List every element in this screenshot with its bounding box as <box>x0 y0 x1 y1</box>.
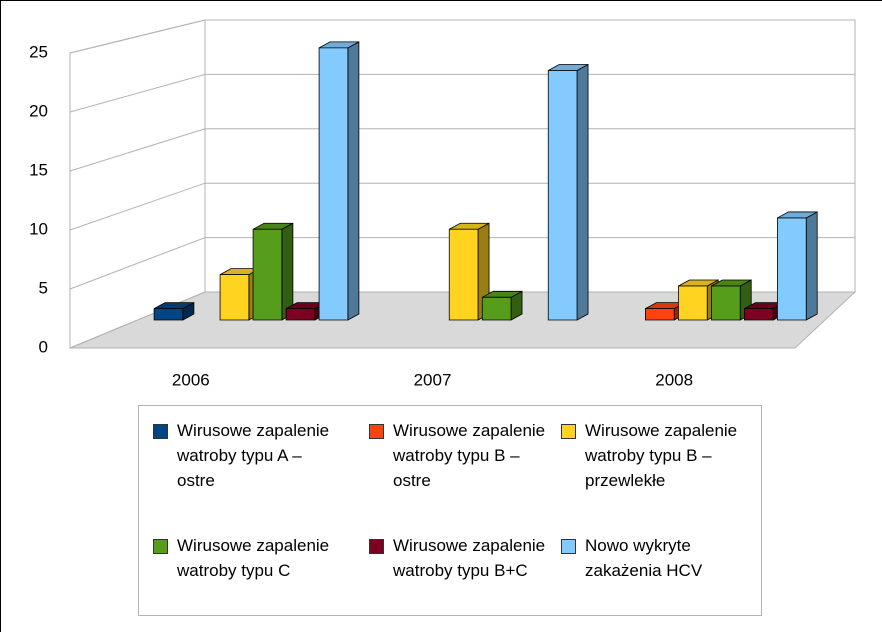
y-tick-label: 0 <box>39 337 48 356</box>
legend-swatch <box>369 539 384 554</box>
x-tick-label: 2007 <box>414 370 452 389</box>
legend-swatch <box>561 539 576 554</box>
legend-swatch <box>369 424 384 439</box>
x-tick-label: 2006 <box>172 370 210 389</box>
bar <box>252 222 294 321</box>
bar-front <box>481 296 512 321</box>
legend-label: Nowo wykryte zakażenia HCV <box>585 536 703 580</box>
legend-label: Wirusowe zapalenie watroby typu B – ostr… <box>393 421 546 490</box>
grid-line <box>69 291 855 349</box>
x-tick-label: 2008 <box>655 370 693 389</box>
bar-front <box>285 308 316 321</box>
legend-swatch <box>561 424 576 439</box>
bar-front <box>711 285 741 321</box>
back-wall <box>204 19 856 293</box>
bar <box>777 211 818 321</box>
legend-item: Wirusowe zapalenie watroby typu B – prze… <box>561 418 741 493</box>
legend-swatch <box>153 424 168 439</box>
legend-label: Wirusowe zapalenie watroby typu C <box>177 536 330 580</box>
bar-front <box>777 217 807 321</box>
bar <box>481 290 523 321</box>
legend-item: Wirusowe zapalenie watroby typu A – ostr… <box>153 418 333 493</box>
bar-front <box>645 308 675 321</box>
bar-front <box>252 228 283 321</box>
legend-item: Wirusowe zapalenie watroby typu B – ostr… <box>369 418 549 493</box>
bar <box>711 279 752 321</box>
legend-label: Wirusowe zapalenie watroby typu A – ostr… <box>177 421 330 490</box>
grid-line <box>69 182 855 231</box>
y-tick-label: 10 <box>29 219 48 238</box>
bar-side <box>805 211 818 321</box>
legend-label: Wirusowe zapalenie watroby typu B+C <box>393 536 546 580</box>
bar <box>547 63 589 321</box>
grid-line <box>69 237 855 290</box>
left-wall <box>69 19 206 349</box>
y-tick-label: 5 <box>39 278 48 297</box>
legend-item: Nowo wykryte zakażenia HCV <box>561 533 741 583</box>
grid-line <box>69 73 855 113</box>
legend-swatch <box>153 539 168 554</box>
legend: Wirusowe zapalenie watroby typu A – ostr… <box>138 405 762 616</box>
legend-label: Wirusowe zapalenie watroby typu B – prze… <box>585 421 738 490</box>
bar-front <box>153 308 184 321</box>
bar <box>318 41 360 321</box>
bar-front <box>547 70 578 321</box>
y-tick-label: 25 <box>29 42 48 61</box>
bar-side <box>576 63 589 321</box>
y-tick-label: 20 <box>29 101 48 120</box>
legend-item: Wirusowe zapalenie watroby typu C <box>153 533 333 583</box>
bar-front <box>219 274 250 321</box>
bar-front <box>448 228 479 321</box>
bar-front <box>678 285 708 321</box>
grid-line <box>69 128 855 172</box>
bar-side <box>347 41 360 321</box>
bar-front <box>744 308 774 321</box>
bar <box>645 301 686 321</box>
y-tick-label: 15 <box>29 160 48 179</box>
bar-front <box>318 47 349 321</box>
bar <box>153 301 195 321</box>
legend-item: Wirusowe zapalenie watroby typu B+C <box>369 533 549 583</box>
grid-line <box>69 19 855 54</box>
